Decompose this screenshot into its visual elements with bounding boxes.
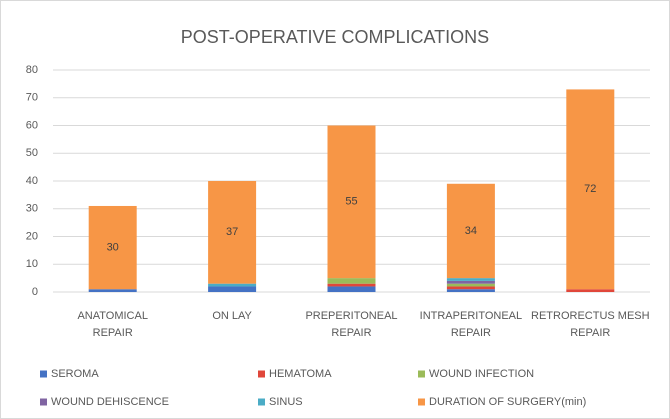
bar-segment: [446, 289, 495, 292]
legend-label: HEMATOMA: [269, 368, 332, 380]
bar-segment: [327, 125, 376, 279]
x-tick-label: ANATOMICAL REPAIR: [77, 310, 148, 339]
x-tick-label: INTRAPERITONEAL REPAIR: [420, 310, 523, 339]
bar-segment: [566, 89, 615, 290]
bar-segment: [327, 278, 376, 284]
x-tick-label-line: INTRAPERITONEAL: [420, 310, 523, 322]
data-label: 37: [226, 226, 238, 238]
x-tick-label-line: REPAIR: [93, 327, 133, 339]
x-tick-label: ON LAY: [212, 310, 252, 322]
legend-swatch: [418, 370, 425, 378]
data-label: 30: [107, 242, 119, 254]
data-label: 55: [345, 196, 357, 208]
legend-swatch: [40, 398, 47, 406]
legend-swatch: [258, 370, 265, 378]
data-label: 72: [584, 183, 596, 195]
x-tick-label-line: ON LAY: [212, 310, 252, 322]
x-tick-label-line: REPAIR: [451, 327, 491, 339]
bar-segment: [446, 286, 495, 290]
bar-segment: [327, 286, 376, 292]
legend-swatch: [418, 398, 425, 406]
x-tick-label-line: REPAIR: [570, 327, 610, 339]
y-tick-label: 70: [26, 92, 38, 104]
bar-segment: [208, 283, 257, 287]
bar-segment: [208, 286, 257, 292]
x-tick-label-line: REPAIR: [331, 327, 371, 339]
y-tick-label: 60: [26, 119, 38, 131]
x-tick-label-line: PREPERITONEAL: [305, 310, 397, 322]
legend-label: WOUND DEHISCENCE: [51, 396, 169, 408]
bar-segment: [327, 283, 376, 287]
bar-segment: [208, 181, 257, 284]
bar-segment: [446, 280, 495, 284]
y-tick-label: 80: [26, 64, 38, 76]
bar-segment: [446, 283, 495, 287]
y-tick-label: 50: [26, 147, 38, 159]
legend-label: SEROMA: [51, 368, 99, 380]
legend-label: DURATION OF SURGERY(min): [429, 396, 586, 408]
y-tick-label: 0: [32, 286, 38, 298]
legend-label: WOUND INFECTION: [429, 368, 534, 380]
y-tick-label: 30: [26, 203, 38, 215]
legend-swatch: [258, 398, 265, 406]
legend-swatch: [40, 370, 47, 378]
legend-label: SINUS: [269, 396, 303, 408]
bar-segment: [446, 278, 495, 281]
bar-segment: [88, 205, 137, 290]
y-tick-label: 20: [26, 230, 38, 242]
bar-segment: [566, 289, 615, 292]
x-tick-label-line: RETRORECTUS MESH: [531, 310, 650, 322]
chart-title: POST-OPERATIVE COMPLICATIONS: [181, 27, 489, 47]
bar-segment: [446, 183, 495, 279]
bar-segment: [88, 289, 137, 292]
y-tick-label: 10: [26, 258, 38, 270]
x-tick-label-line: ANATOMICAL: [77, 310, 148, 322]
data-label: 34: [465, 225, 477, 237]
y-tick-label: 40: [26, 175, 38, 187]
x-tick-label: RETRORECTUS MESH REPAIR: [531, 310, 650, 339]
x-tick-label: PREPERITONEAL REPAIR: [305, 310, 397, 339]
